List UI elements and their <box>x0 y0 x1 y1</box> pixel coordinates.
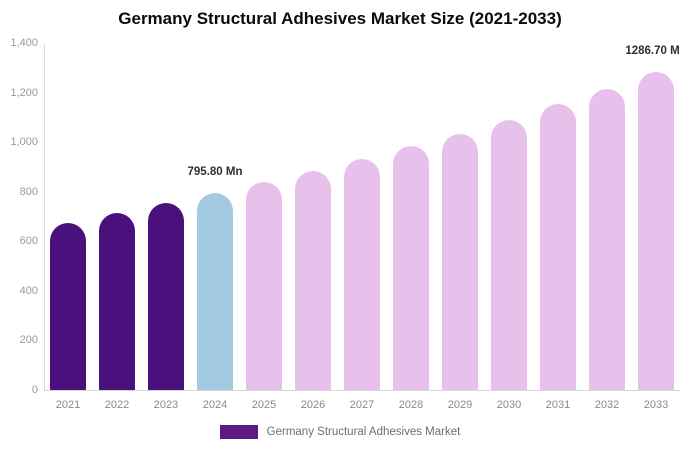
x-axis-label-2028: 2028 <box>398 399 424 411</box>
x-axis-label-2027: 2027 <box>349 399 375 411</box>
y-axis-tick-label: 0 <box>31 383 38 396</box>
x-axis-label-2023: 2023 <box>153 399 179 411</box>
y-axis-tick-label: 1,000 <box>10 136 38 148</box>
bar-2025[interactable] <box>246 182 282 390</box>
y-axis-line <box>44 43 45 390</box>
bar-2027[interactable] <box>344 159 380 390</box>
y-axis-tick-label: 1,200 <box>10 86 38 99</box>
bar-2028[interactable] <box>393 145 429 390</box>
x-axis-label-2022: 2022 <box>104 399 130 411</box>
bar-2024[interactable] <box>197 193 233 390</box>
y-axis-tick-label: 600 <box>19 235 38 247</box>
x-axis-label-2021: 2021 <box>55 399 81 411</box>
y-axis-tick-label: 800 <box>19 185 38 198</box>
bar-2021[interactable] <box>50 222 86 390</box>
x-axis-line <box>44 390 680 391</box>
x-axis-label-2029: 2029 <box>447 399 473 411</box>
legend: Germany Structural Adhesives Market <box>0 425 680 439</box>
bar-2023[interactable] <box>148 202 184 390</box>
bar-2031[interactable] <box>540 104 576 390</box>
x-axis-label-2024: 2024 <box>202 399 228 411</box>
legend-swatch[interactable] <box>219 425 258 439</box>
legend-label[interactable]: Germany Structural Adhesives Market <box>266 426 461 438</box>
x-axis-label-2032: 2032 <box>594 399 620 411</box>
bar-2030[interactable] <box>491 119 527 390</box>
chart-title: Germany Structural Adhesives Market Size… <box>118 9 562 28</box>
x-axis-label-2031: 2031 <box>545 399 571 411</box>
x-axis-label-2025: 2025 <box>251 399 277 411</box>
y-axis-tick-label: 200 <box>19 334 38 346</box>
x-axis-label-2033: 2033 <box>643 399 669 411</box>
bar-2032[interactable] <box>589 89 625 390</box>
bar-2026[interactable] <box>295 171 331 390</box>
bar-2029[interactable] <box>442 133 478 390</box>
bar-2022[interactable] <box>99 212 135 390</box>
x-axis-label-2030: 2030 <box>496 399 522 411</box>
y-axis-tick-label: 1,400 <box>10 37 38 49</box>
bar-value-label-2024: 795.80 Mn <box>187 166 243 179</box>
bar-2033[interactable] <box>638 71 674 390</box>
x-axis-label-2026: 2026 <box>300 399 326 411</box>
y-axis-tick-label: 400 <box>19 284 38 297</box>
bar-value-label-2033: 1286.70 Mn <box>625 44 680 57</box>
